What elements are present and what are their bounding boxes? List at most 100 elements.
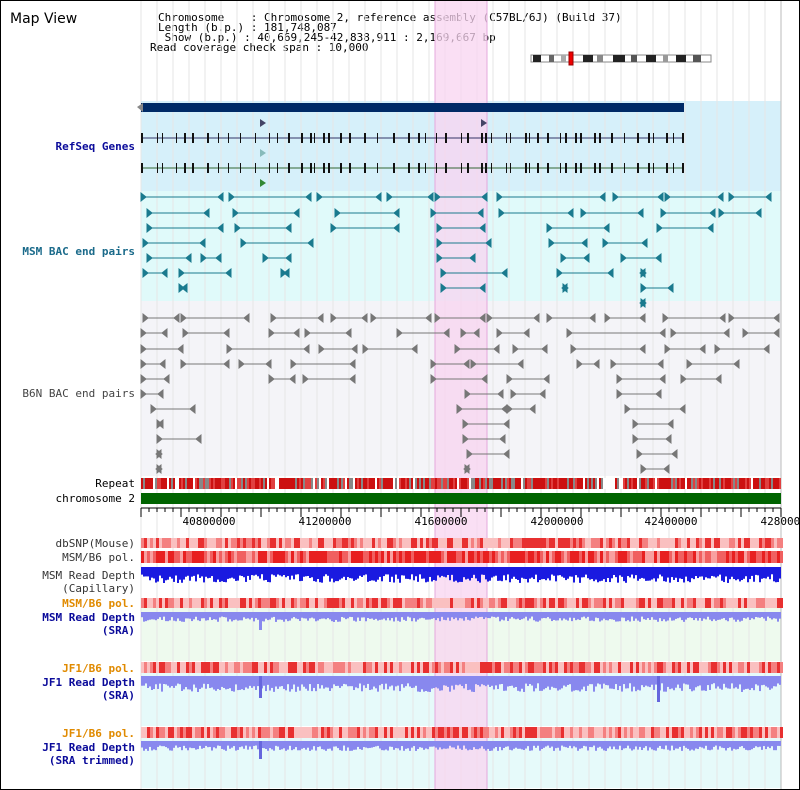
polymorphism-cell	[645, 727, 648, 738]
depth-bar	[255, 567, 257, 575]
polymorphism-cell	[645, 662, 648, 673]
b6n-bac-pair-end	[460, 327, 467, 339]
polymorphism-cell	[249, 727, 252, 738]
depth-bar	[339, 676, 341, 688]
polymorphism-cell	[732, 727, 735, 738]
repeat-element	[551, 478, 553, 489]
depth-bar	[543, 676, 545, 690]
depth-bar	[429, 676, 431, 692]
depth-bar	[707, 612, 709, 617]
polymorphism-cell	[384, 538, 387, 548]
exon-mark	[141, 133, 143, 143]
exon-mark	[560, 163, 561, 173]
polymorphism-cell	[387, 538, 390, 548]
depth-bar	[559, 741, 561, 751]
polymorphism-cell	[609, 598, 612, 608]
depth-bar	[289, 676, 291, 692]
chromosome-bar[interactable]	[141, 493, 781, 504]
polymorphism-cell	[234, 538, 237, 548]
depth-bar	[449, 567, 451, 581]
polymorphism-cell	[468, 538, 471, 548]
polymorphism-tracks[interactable]	[141, 538, 783, 738]
depth-bar	[215, 741, 217, 749]
exon-mark	[525, 133, 527, 143]
polymorphism-cell	[657, 538, 660, 548]
polymorphism-cell	[375, 551, 378, 563]
depth-bar	[653, 567, 655, 579]
polymorphism-cell	[780, 662, 783, 673]
depth-bar	[515, 567, 517, 579]
refseq-genes-track[interactable]	[137, 103, 684, 187]
depth-bar	[319, 567, 321, 583]
b6n-bac-pair-end	[289, 373, 296, 385]
polymorphism-cell	[234, 727, 237, 738]
depth-bar	[725, 676, 727, 688]
polymorphism-cell	[165, 538, 168, 548]
msm-bac-pair-end	[655, 252, 662, 264]
depth-bar	[301, 612, 303, 618]
repeat-element	[555, 478, 557, 489]
depth-bar	[615, 741, 617, 750]
polymorphism-cell	[588, 551, 591, 563]
depth-bar	[779, 567, 781, 579]
depth-bar	[257, 676, 259, 687]
b6n-bac-pair-end	[462, 418, 469, 430]
polymorphism-cell	[747, 551, 750, 563]
polymorphism-cell	[534, 662, 537, 673]
polymorphism-cell	[366, 551, 369, 563]
b6n-bac-pair-end	[773, 327, 780, 339]
depth-bar	[655, 741, 657, 751]
chromosome-ideogram[interactable]	[530, 51, 712, 66]
polymorphism-cell	[459, 598, 462, 608]
depth-bar	[557, 676, 559, 691]
depth-bar	[473, 741, 475, 748]
polymorphism-cell	[621, 727, 624, 738]
read-depth-tracks[interactable]	[141, 567, 781, 759]
polymorphism-cell	[711, 662, 714, 673]
repeat-track[interactable]	[141, 478, 781, 489]
b6n-bac-pair-end	[434, 312, 441, 324]
b6n-bac-track[interactable]	[140, 312, 780, 475]
msm-bac-track[interactable]	[140, 191, 772, 309]
repeat-element	[433, 478, 435, 489]
depth-bar	[147, 567, 149, 577]
depth-bar	[209, 676, 211, 689]
depth-bar	[759, 567, 761, 583]
polymorphism-cell	[639, 551, 642, 563]
depth-bar	[497, 567, 499, 581]
label-chromosome: chromosome 2	[55, 492, 135, 505]
polymorphism-cell	[264, 727, 267, 738]
polymorphism-cell	[627, 538, 630, 548]
exon-mark	[565, 163, 567, 173]
repeat-element	[209, 478, 211, 489]
polymorphism-cell	[747, 727, 750, 738]
depth-bar	[149, 676, 151, 687]
polymorphism-cell	[582, 598, 585, 608]
polymorphism-cell	[366, 538, 369, 548]
depth-bar	[349, 676, 351, 687]
depth-bar	[641, 676, 643, 686]
repeat-element	[383, 478, 385, 489]
depth-bar	[507, 612, 509, 621]
depth-bar	[503, 567, 505, 576]
polymorphism-cell	[546, 727, 549, 738]
depth-bar	[207, 676, 209, 685]
highlight-region[interactable]	[434, 1, 488, 789]
polymorphism-cell	[711, 551, 714, 563]
depth-bar	[699, 741, 701, 747]
depth-bar	[143, 612, 145, 622]
depth-bar	[489, 676, 491, 687]
polymorphism-cell	[327, 538, 330, 548]
depth-bar	[421, 741, 423, 748]
polymorphism-cell	[702, 538, 705, 548]
polymorphism-cell	[354, 727, 357, 738]
polymorphism-cell	[711, 538, 714, 548]
polymorphism-cell	[582, 551, 585, 563]
depth-bar	[593, 567, 595, 582]
polymorphism-cell	[450, 598, 453, 608]
depth-bar	[569, 741, 571, 746]
polymorphism-cell	[765, 662, 768, 673]
polymorphism-cell	[438, 538, 441, 548]
polymorphism-cell	[510, 551, 513, 563]
